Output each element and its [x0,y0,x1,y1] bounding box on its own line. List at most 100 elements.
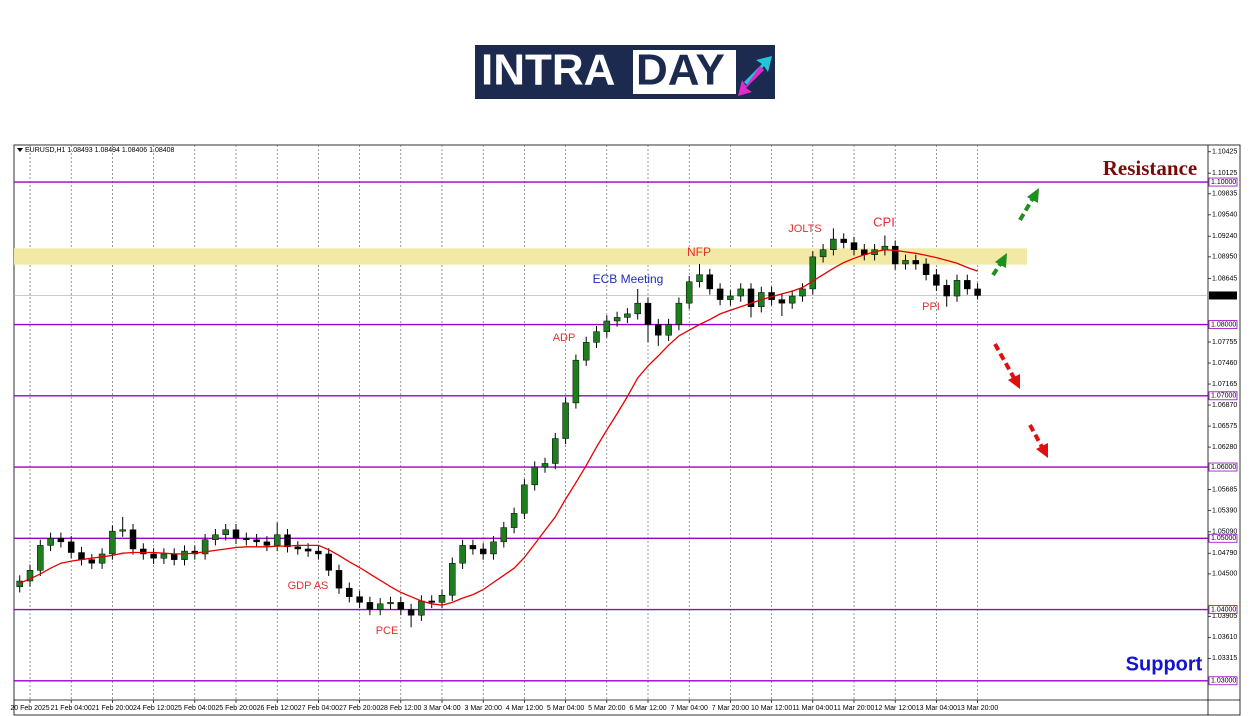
candle-body [26,570,34,582]
level-label-box [1208,605,1238,614]
arrows [991,188,1048,458]
level-label: 1.07000 [1211,393,1236,400]
candle-body [943,285,950,297]
y-tick-label: 1.09540 [1212,212,1237,219]
candle-body [428,600,435,603]
level-label-box [1208,533,1238,543]
level-label-box [1208,676,1238,686]
moving-average [19,249,978,606]
candle-body [469,545,477,550]
candle-body [88,559,96,564]
menu-icon [17,148,23,152]
background-layer [14,181,1208,682]
candle-body [716,288,724,300]
candle-body [47,538,54,546]
y-tick-label: 1.05090 [1212,529,1237,536]
candle-body [922,263,930,275]
candle-body [407,609,415,616]
x-tick-label: 7 Mar 04:00 [671,705,708,712]
y-tick-label: 1.06280 [1212,444,1237,451]
price-label: 1.08408 [1211,292,1236,299]
candle-body [212,534,219,540]
candle-body [891,245,899,265]
candle-body [253,539,260,543]
level-label: 1.03000 [1211,678,1236,685]
y-tick-label: 1.04790 [1212,550,1237,557]
x-tick-label: 28 Feb 12:00 [380,705,421,712]
arrow [991,261,1003,277]
arrow-head [1008,374,1020,389]
candle-body [243,538,250,540]
candle-body [366,602,374,610]
candle-body [819,249,827,258]
candle-body [624,313,631,318]
event-label: CPI [873,214,895,229]
candle-body [356,596,363,603]
level-label: 1.04000 [1211,606,1236,613]
candle-body [500,527,508,543]
y-tick-label: 1.07755 [1212,339,1237,346]
candle-body [315,550,322,555]
candle-body [57,538,65,543]
candle-body [603,320,611,332]
y-tick-label: 1.08950 [1212,254,1237,261]
x-tick-label: 11 Mar 20:00 [834,705,875,712]
candle-body [593,331,600,343]
candle-body [160,553,168,559]
candle-body [974,288,981,296]
x-tick-label: 11 Mar 04:00 [792,705,833,712]
candle-body [438,595,446,603]
candle-body [325,553,332,571]
level-label-box [1208,320,1238,329]
y-tick-label: 1.05390 [1212,507,1237,514]
y-tick-label: 1.09240 [1212,233,1237,240]
candle-body [655,324,662,336]
y-tick-label: 1.07165 [1212,381,1237,388]
arrow-head [1027,188,1039,203]
plot [16,228,981,628]
candle-body [747,288,755,307]
y-tick-label: 1.09835 [1212,191,1237,198]
logo-arrow [738,66,764,96]
x-tick-label: 27 Feb 04:00 [298,705,339,712]
candle-body [119,529,126,532]
candle-body [181,550,188,560]
candle-body [78,552,85,560]
y-tick-label: 1.03610 [1212,634,1237,641]
x-tick-label: 20 Feb 2025 [10,705,49,712]
chart-frame [13,144,1241,716]
candle-body [304,548,312,552]
candle-body [696,274,703,283]
y-tick-label: 1.10125 [1212,170,1237,177]
event-label: ECB Meeting [593,272,664,286]
price-label-box [1209,291,1237,300]
level-label-box [1208,391,1238,401]
arrow [1018,196,1035,222]
candle-body [459,545,466,564]
candle-body [346,587,353,597]
candle-body [98,553,106,564]
x-tick-label: 21 Feb 04:00 [51,705,92,712]
y-tick-label: 1.07460 [1212,360,1237,367]
level-label: 1.10000 [1211,179,1236,186]
level-label: 1.05000 [1211,535,1236,542]
x-tick-label: 3 Mar 04:00 [423,705,460,712]
candle-body [788,295,796,304]
arrow [1028,424,1044,448]
candle-body [541,463,549,468]
event-label: PPI [922,301,940,313]
candle-body [16,580,23,587]
candle-body [37,545,44,571]
y-tick-label: 1.10425 [1212,149,1237,156]
candle-body [376,603,384,610]
candle-body [129,529,137,550]
candle-body [850,242,858,250]
logo: INTRA DAY [475,45,775,99]
candle-body [67,541,75,553]
y-tick-label: 1.05685 [1212,486,1237,493]
x-tick-label: 27 Feb 20:00 [339,705,380,712]
x-tick-label: 25 Feb 20:00 [215,705,256,712]
candle-body [263,541,271,546]
